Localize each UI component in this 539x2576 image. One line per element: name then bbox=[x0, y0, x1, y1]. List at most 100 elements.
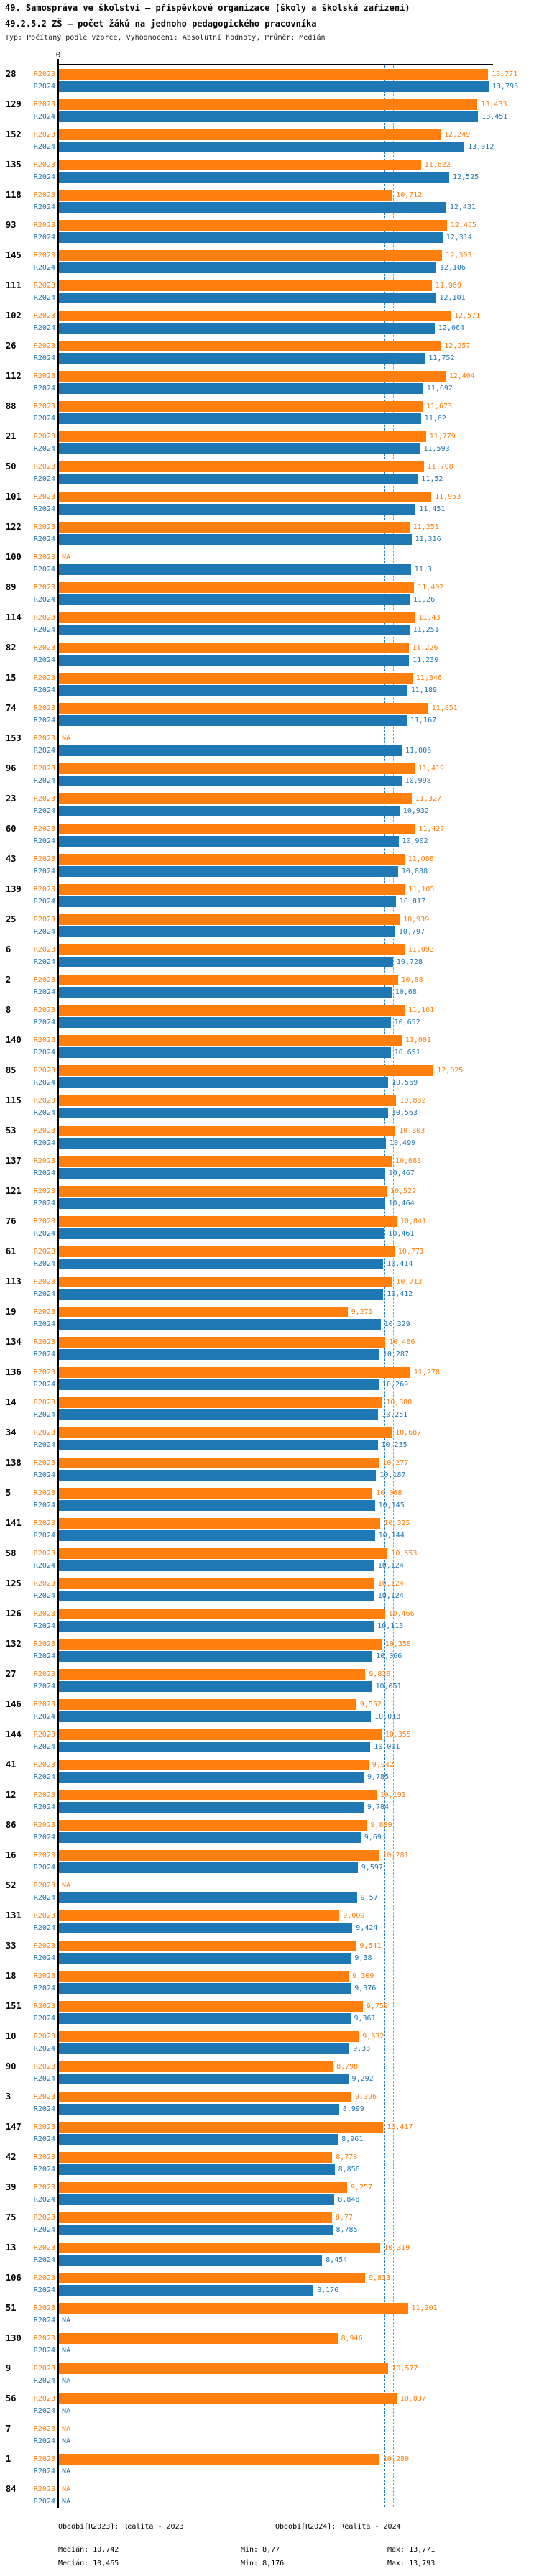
category-label: 85 bbox=[6, 1065, 17, 1075]
value-label-r2024: 11,752 bbox=[428, 354, 455, 362]
value-label-r2024: 8,176 bbox=[317, 2286, 339, 2294]
bar-r2024 bbox=[58, 715, 407, 726]
value-label-r2023: 10,803 bbox=[399, 1127, 425, 1135]
bar-r2023 bbox=[58, 1518, 381, 1529]
series-label-r2023: R2023 bbox=[33, 553, 55, 561]
series-label-r2023: R2023 bbox=[33, 825, 55, 833]
value-label-r2023: 11,427 bbox=[418, 825, 445, 833]
bar-r2023 bbox=[58, 1035, 402, 1046]
bar-r2023 bbox=[58, 2182, 347, 2193]
category-label: 28 bbox=[6, 69, 17, 79]
bar-r2023 bbox=[58, 2363, 389, 2374]
series-label-r2023: R2023 bbox=[33, 493, 55, 501]
series-label-r2024: R2024 bbox=[33, 1471, 55, 1479]
category-label: 25 bbox=[6, 914, 17, 924]
value-label-r2023: 9,541 bbox=[359, 1942, 382, 1950]
bar-r2024 bbox=[58, 1983, 351, 1994]
series-label-r2023: R2023 bbox=[33, 221, 55, 229]
value-label-r2024: 11,006 bbox=[405, 747, 432, 755]
value-label-r2024: 10,652 bbox=[394, 1018, 420, 1026]
series-label-r2023: R2023 bbox=[33, 2365, 55, 2373]
bar-r2023 bbox=[58, 582, 415, 593]
value-label-r2024: 8,454 bbox=[326, 2256, 348, 2264]
category-label: 58 bbox=[6, 1548, 17, 1558]
series-label-r2023: R2023 bbox=[33, 1429, 55, 1437]
value-label-r2024: 8,961 bbox=[341, 2135, 364, 2143]
value-label-r2024: 9,361 bbox=[354, 2015, 376, 2023]
category-label: 125 bbox=[6, 1578, 22, 1588]
bar-r2024 bbox=[58, 776, 402, 786]
series-label-r2023: R2023 bbox=[33, 70, 55, 78]
value-label-r2023: 12,257 bbox=[444, 342, 471, 350]
series-label-r2023: R2023 bbox=[33, 2033, 55, 2041]
value-label-r2023: 10,466 bbox=[388, 1610, 415, 1618]
category-label: 89 bbox=[6, 582, 17, 592]
value-label-r2024: 10,287 bbox=[382, 1351, 409, 1358]
series-label-r2024: R2024 bbox=[33, 294, 55, 302]
value-label-r2024: 11,251 bbox=[413, 626, 439, 634]
series-label-r2023: R2023 bbox=[33, 402, 55, 410]
value-label-r2024: 10,998 bbox=[405, 777, 431, 785]
value-label-r2023: 10,277 bbox=[382, 1459, 409, 1467]
bar-r2024 bbox=[58, 1832, 361, 1843]
value-label-r2023: 10,486 bbox=[389, 1338, 415, 1346]
series-label-r2023: R2023 bbox=[33, 795, 55, 803]
bar-r2024 bbox=[58, 655, 410, 666]
x-axis-zero-label: 0 bbox=[55, 50, 61, 60]
bar-r2024 bbox=[58, 957, 393, 967]
series-label-r2024: R2024 bbox=[33, 837, 55, 845]
value-label-r2024: 10,412 bbox=[387, 1290, 413, 1298]
bar-r2024 bbox=[58, 1047, 391, 1058]
series-label-r2023: R2023 bbox=[33, 1912, 55, 1920]
value-label-r2023: 8,778 bbox=[336, 2153, 358, 2161]
bar-r2023 bbox=[58, 2152, 333, 2163]
bar-r2023 bbox=[58, 1216, 397, 1227]
category-label: 106 bbox=[6, 2273, 22, 2283]
bar-r2023 bbox=[58, 220, 447, 231]
value-label-r2023: 10,319 bbox=[384, 2244, 410, 2252]
series-label-r2024: R2024 bbox=[33, 264, 55, 272]
value-label-r2023: 11,346 bbox=[415, 674, 442, 682]
category-label: 86 bbox=[6, 1820, 17, 1830]
bar-r2024 bbox=[58, 1077, 388, 1088]
bar-r2024 bbox=[58, 745, 402, 756]
series-label-r2023: R2023 bbox=[33, 1550, 55, 1558]
bar-r2024 bbox=[58, 1470, 377, 1481]
value-label-r2024: 10,563 bbox=[391, 1109, 418, 1117]
bar-r2024 bbox=[58, 1742, 371, 1752]
series-label-r2023: R2023 bbox=[33, 1489, 55, 1497]
series-label-r2023: R2023 bbox=[33, 433, 55, 441]
series-label-r2024: R2024 bbox=[33, 958, 55, 966]
series-label-r2024: R2024 bbox=[33, 1562, 55, 1570]
value-label-r2024: 11,239 bbox=[413, 656, 439, 664]
value-label-r2024: 11,26 bbox=[413, 596, 436, 604]
series-label-r2023: R2023 bbox=[33, 312, 55, 320]
value-label-r2023: 9,889 bbox=[370, 1821, 392, 1829]
bar-r2023 bbox=[58, 1729, 382, 1740]
category-label: 60 bbox=[6, 824, 17, 834]
page-subtitle: 49.2.5.2 ZŠ – počet žáků na jednoho peda… bbox=[5, 19, 317, 29]
category-label: 84 bbox=[6, 2484, 17, 2494]
na-label-r2023: NA bbox=[62, 553, 71, 561]
bar-r2023 bbox=[58, 2122, 384, 2133]
series-label-r2024: R2024 bbox=[33, 143, 55, 151]
category-label: 6 bbox=[6, 944, 11, 954]
value-label-r2023: 13,433 bbox=[481, 101, 507, 109]
series-label-r2024: R2024 bbox=[33, 777, 55, 785]
bar-r2023 bbox=[58, 1850, 379, 1861]
value-label-r2023: 11,851 bbox=[431, 704, 458, 712]
value-label-r2023: 11,708 bbox=[427, 463, 453, 471]
bar-r2024 bbox=[58, 443, 420, 454]
median-stat-r2023: Medián: 10,742 bbox=[58, 2546, 119, 2554]
category-label: 1 bbox=[6, 2454, 11, 2464]
category-label: 101 bbox=[6, 492, 22, 502]
category-label: 122 bbox=[6, 522, 22, 532]
series-label-r2024: R2024 bbox=[33, 83, 55, 91]
series-label-r2024: R2024 bbox=[33, 1200, 55, 1208]
value-label-r2023: 10,88 bbox=[401, 976, 423, 984]
bar-r2024 bbox=[58, 2043, 350, 2054]
category-label: 14 bbox=[6, 1397, 17, 1407]
bar-r2023 bbox=[58, 522, 410, 533]
category-label: 132 bbox=[6, 1639, 22, 1649]
bar-r2023 bbox=[58, 854, 405, 865]
